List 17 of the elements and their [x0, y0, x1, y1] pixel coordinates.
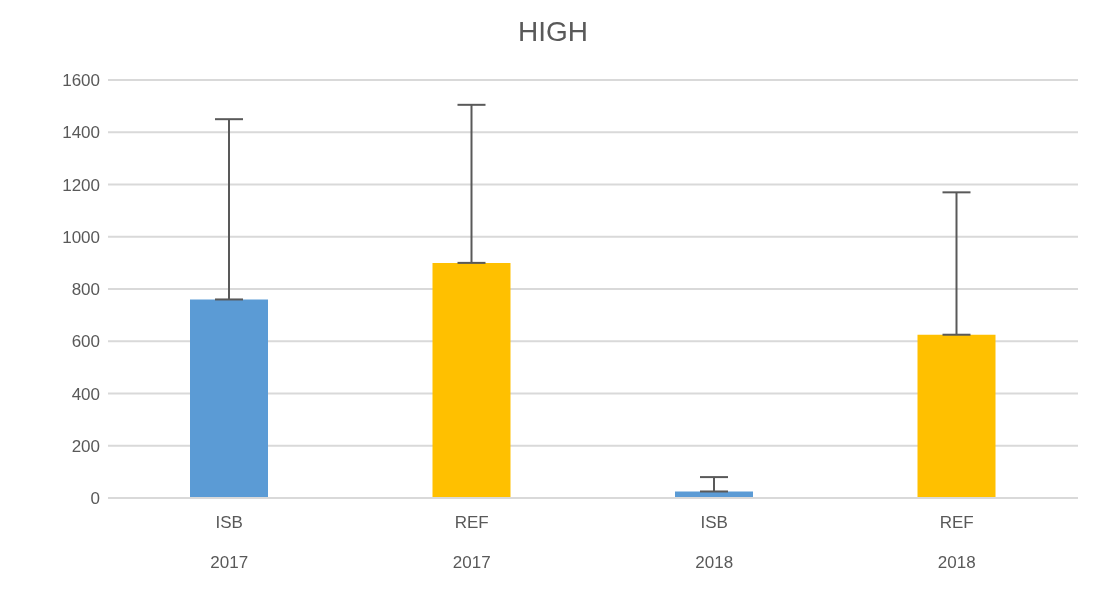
bar: [190, 299, 268, 498]
y-tick-label: 800: [71, 280, 100, 300]
category-label: REF 2017: [452, 513, 491, 572]
y-tick-label: 400: [71, 384, 100, 404]
bar: [432, 262, 511, 498]
y-tick-label: 1600: [62, 71, 100, 91]
y-tick-label: 1200: [62, 175, 100, 195]
y-tick-label: 0: [90, 489, 100, 509]
bar: [917, 334, 996, 498]
chart-title: HIGH: [517, 15, 589, 49]
category-label: ISB 2018: [695, 513, 734, 572]
y-tick-label: 200: [71, 436, 100, 456]
y-tick-label: 600: [71, 332, 100, 352]
y-tick-label: 1000: [62, 227, 100, 247]
y-tick-label: 1400: [62, 123, 100, 143]
category-label: ISB 2017: [210, 513, 249, 572]
category-label: REF 2018: [937, 513, 976, 572]
